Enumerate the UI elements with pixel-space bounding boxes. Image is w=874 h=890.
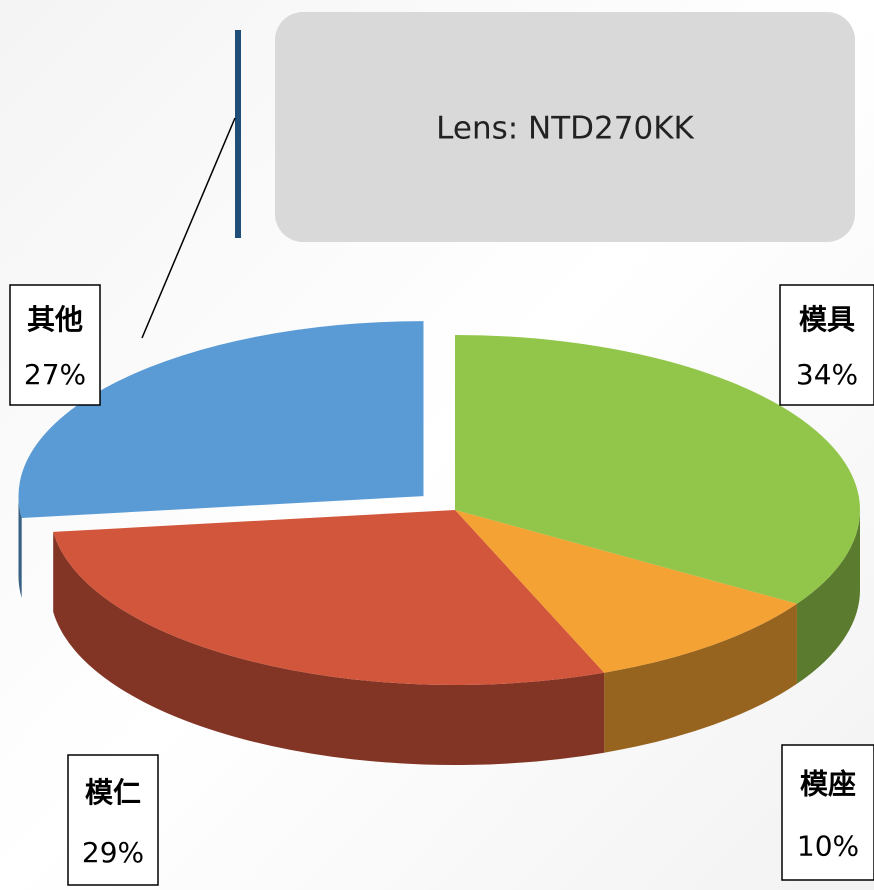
label-value: 27%: [24, 358, 86, 391]
label-name: 其他: [27, 303, 83, 336]
label-value: 10%: [797, 830, 859, 863]
label-value: 29%: [82, 836, 144, 869]
label-box: [67, 754, 159, 886]
slice: [455, 510, 797, 673]
label-name: 模具: [799, 303, 855, 336]
label-box: [779, 284, 874, 406]
label-box: [9, 284, 101, 406]
slice-side: [18, 496, 22, 599]
chart-title: Lens: NTD270KK: [436, 111, 694, 147]
slice: [18, 321, 424, 519]
slice: [455, 335, 861, 604]
title-box: [275, 12, 855, 242]
label-name: 模座: [800, 768, 856, 801]
slice-side: [604, 603, 797, 753]
pie: [18, 321, 861, 766]
labels: 模具 34% 模座 10% 模仁 29% 其他 27%: [9, 284, 874, 886]
slice: [53, 510, 605, 686]
slice-side: [53, 531, 605, 766]
label-name: 模仁: [85, 776, 141, 809]
leader-line: [141, 117, 236, 339]
slice-side: [796, 510, 860, 684]
label-value: 34%: [796, 358, 858, 391]
label-box: [781, 744, 874, 881]
